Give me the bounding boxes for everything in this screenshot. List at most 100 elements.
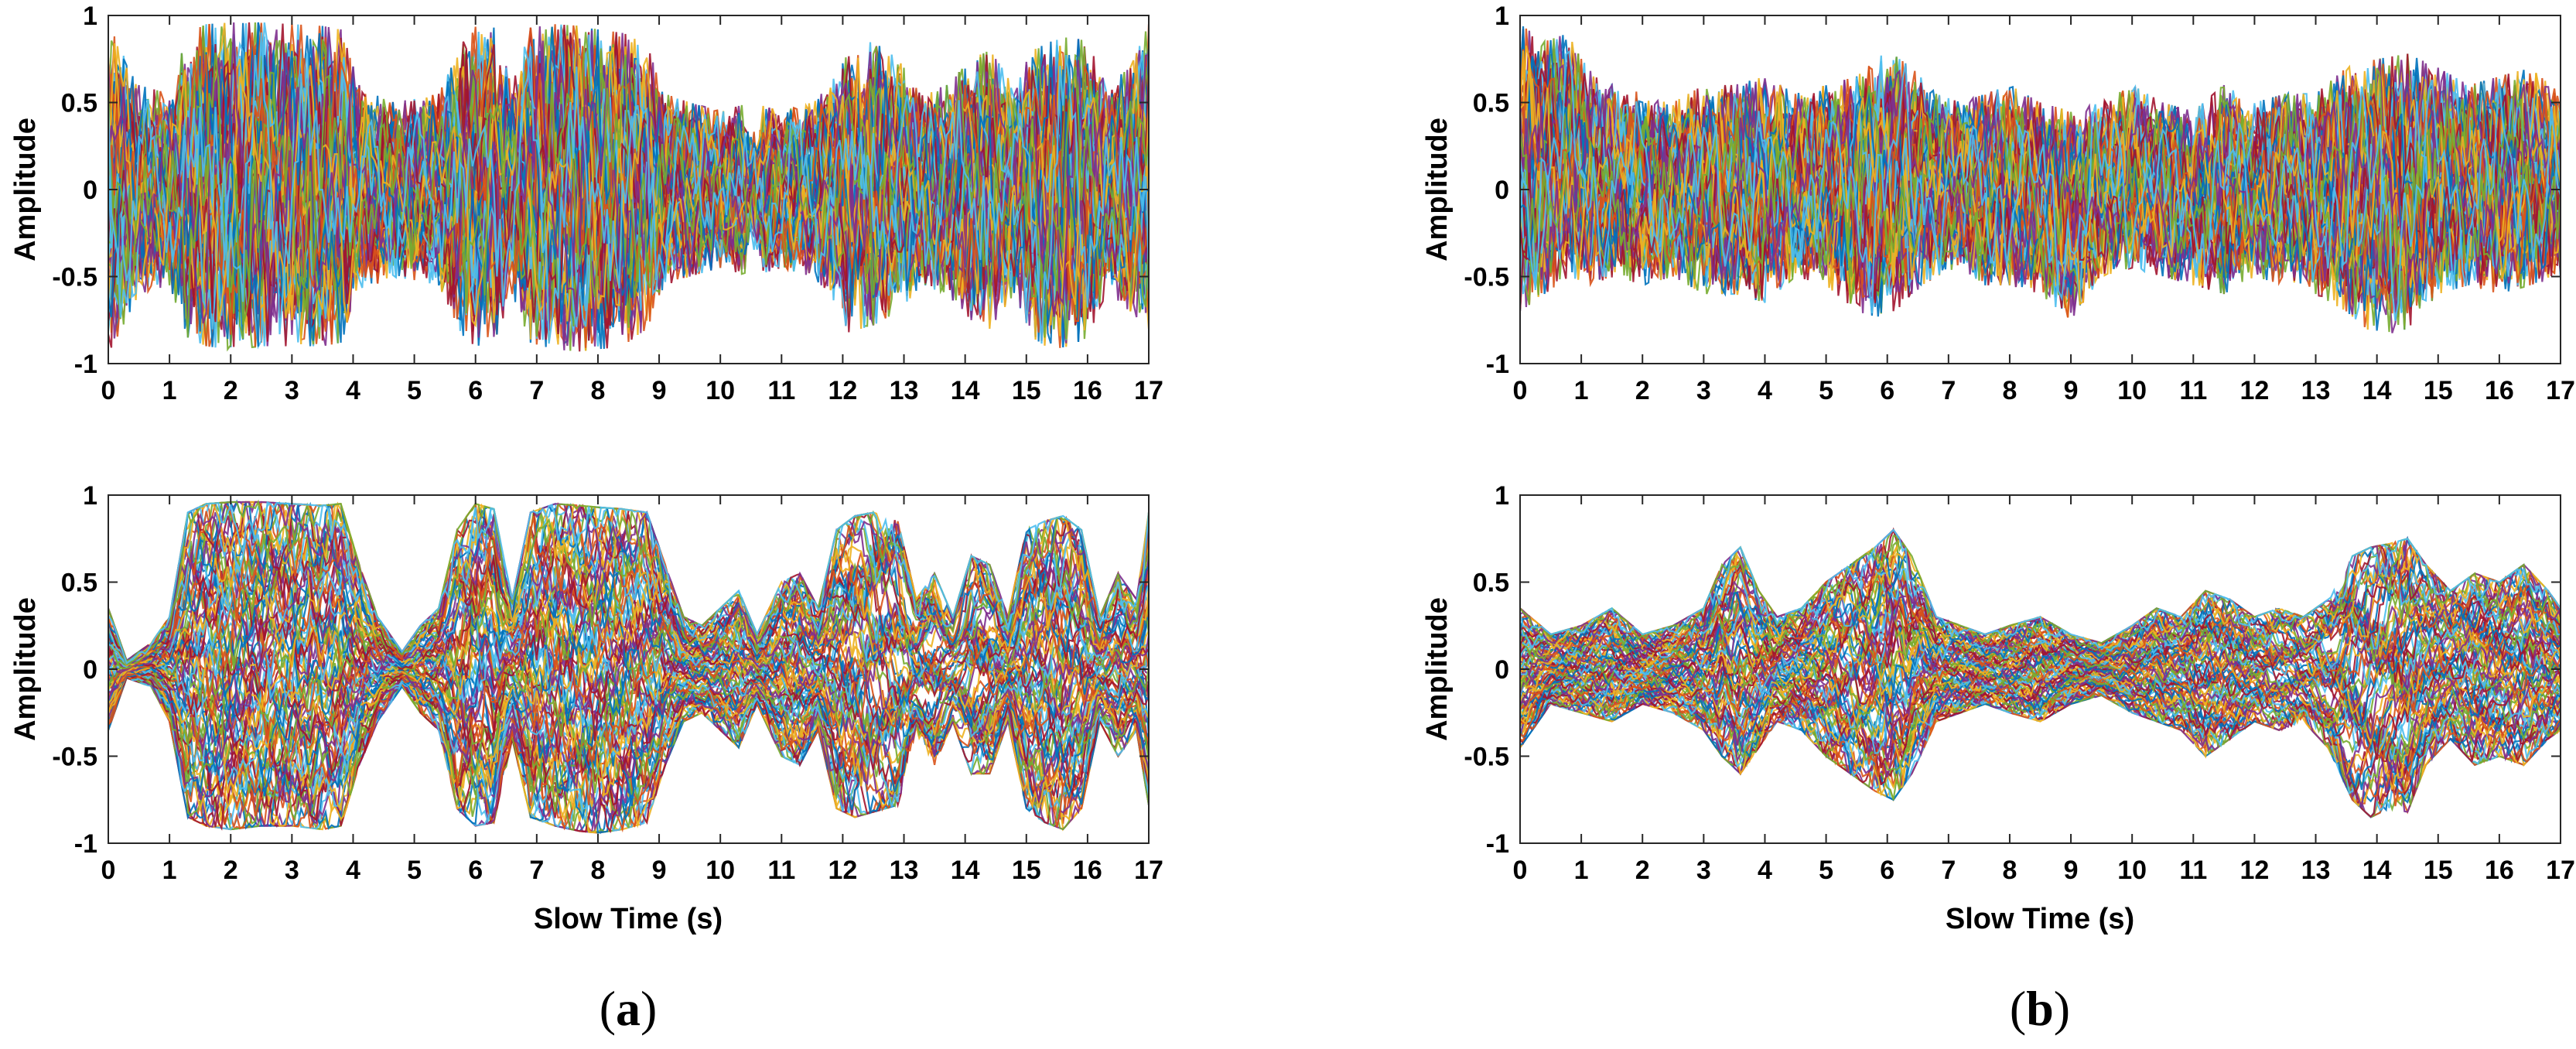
trace-group <box>1520 26 2561 333</box>
signal-traces <box>108 499 1149 835</box>
x-tick-label: 10 <box>705 856 735 885</box>
y-tick-label: -1 <box>74 829 97 859</box>
x-tick-label: 8 <box>590 376 605 405</box>
y-tick-label: 0.5 <box>1473 89 1509 118</box>
y-axis-label: Amplitude <box>9 118 42 261</box>
x-tick-label: 6 <box>1880 376 1894 405</box>
signal-trace <box>108 22 1149 330</box>
x-tick-label: 6 <box>468 376 483 405</box>
x-tick-label: 1 <box>162 856 177 885</box>
x-tick-label: 15 <box>2424 856 2453 885</box>
x-tick-label: 1 <box>1574 856 1589 885</box>
signal-trace <box>108 524 1149 666</box>
x-tick-label: 3 <box>1696 856 1711 885</box>
x-tick-label: 12 <box>2239 376 2269 405</box>
x-tick-label: 7 <box>1941 856 1956 885</box>
x-tick-label: 16 <box>2485 376 2514 405</box>
x-tick-label: 12 <box>828 856 857 885</box>
y-tick-label: 0.5 <box>61 569 97 598</box>
x-tick-label: 9 <box>652 856 667 885</box>
signal-trace <box>1520 77 2561 299</box>
y-tick-label: 1 <box>83 2 97 31</box>
y-tick-label: 0 <box>1495 176 1509 205</box>
x-tick-label: 17 <box>2546 376 2575 405</box>
x-tick-label: 4 <box>1758 856 1772 885</box>
x-tick-label: 17 <box>2546 856 2575 885</box>
x-tick-label: 5 <box>407 376 422 405</box>
x-tick-label: 5 <box>407 856 422 885</box>
x-tick-label: 0 <box>101 376 116 405</box>
x-tick-label: 8 <box>2002 856 2017 885</box>
x-tick-label: 0 <box>1513 856 1528 885</box>
x-tick-label: 3 <box>1696 376 1711 405</box>
signal-trace <box>1520 544 2561 652</box>
x-tick-label: 6 <box>468 856 483 885</box>
y-tick-label: 0 <box>1495 655 1509 685</box>
signal-trace <box>1520 45 2561 306</box>
x-tick-label: 15 <box>2424 376 2453 405</box>
trace-group <box>108 22 1149 352</box>
y-tick-label: -0.5 <box>1464 263 1509 292</box>
x-tick-label: 12 <box>828 376 857 405</box>
signal-trace <box>1520 688 2561 819</box>
axes: 0 1 2 3 4 5 6 7 8 9 10 11 12 13 14 15 16 17-1-0.500.51 <box>52 481 1163 885</box>
y-axis-label: Amplitude <box>1421 118 1454 261</box>
signal-traces <box>1520 527 2561 819</box>
x-tick-label: 7 <box>529 376 544 405</box>
signal-trace <box>1520 53 2561 330</box>
signal-trace <box>1520 70 2561 299</box>
x-tick-label: 3 <box>285 856 299 885</box>
signal-trace <box>108 52 1149 340</box>
x-tick-label: 0 <box>101 856 116 885</box>
signal-trace <box>1520 584 2561 667</box>
signal-trace <box>108 669 1149 790</box>
x-tick-label: 15 <box>1012 376 1041 405</box>
x-tick-label: 2 <box>224 856 238 885</box>
x-tick-label: 2 <box>224 376 238 405</box>
y-tick-label: 1 <box>83 481 97 511</box>
panel-a-top: 0 1 2 3 4 5 6 7 8 9 10 11 12 13 14 15 16 17-1-0.500.51 Am… <box>9 2 1163 405</box>
trace-group <box>108 499 1149 835</box>
signal-trace <box>1520 659 2561 749</box>
axes: 0 1 2 3 4 5 6 7 8 9 10 11 12 13 14 15 16 17-1-0.500.51 <box>1464 481 2575 885</box>
signal-trace <box>1520 535 2561 648</box>
trace-group <box>1520 527 2561 819</box>
x-tick-label: 8 <box>590 856 605 885</box>
signal-trace <box>108 26 1149 328</box>
y-axis-label: Amplitude <box>1421 597 1454 741</box>
x-tick-label: 14 <box>951 856 980 885</box>
x-tick-label: 9 <box>2064 376 2079 405</box>
x-axis-label: Slow Time (s) <box>534 903 723 935</box>
x-tick-label: 12 <box>2239 856 2269 885</box>
y-tick-label: -0.5 <box>52 743 97 772</box>
signal-trace <box>1520 39 2561 297</box>
x-axis-label: Slow Time (s) <box>1946 903 2134 935</box>
panel-b-bottom: 0 1 2 3 4 5 6 7 8 9 10 11 12 13 14 15 16 17-1-0.500.51 Am… <box>1421 481 2575 935</box>
x-tick-label: 9 <box>652 376 667 405</box>
x-tick-label: 5 <box>1819 376 1833 405</box>
signal-trace <box>108 501 1149 665</box>
y-axis-label: Amplitude <box>9 597 42 741</box>
panel-a-bottom: 0 1 2 3 4 5 6 7 8 9 10 11 12 13 14 15 16 17-1-0.500.51 Am… <box>9 481 1163 935</box>
x-tick-label: 16 <box>1073 856 1102 885</box>
x-tick-label: 15 <box>1012 856 1041 885</box>
x-tick-label: 8 <box>2002 376 2017 405</box>
x-tick-label: 11 <box>2179 856 2207 885</box>
axes: 0 1 2 3 4 5 6 7 8 9 10 11 12 13 14 15 16 17-1-0.500.51 <box>52 2 1163 405</box>
x-tick-label: 10 <box>2117 856 2147 885</box>
signal-trace <box>1520 59 2561 321</box>
y-tick-label: 0.5 <box>61 89 97 118</box>
x-tick-label: 16 <box>2485 856 2514 885</box>
x-tick-label: 17 <box>1134 856 1163 885</box>
x-tick-label: 11 <box>767 856 795 885</box>
x-tick-label: 11 <box>767 376 795 405</box>
y-tick-label: -0.5 <box>52 263 97 292</box>
signal-trace <box>1520 528 2561 653</box>
x-tick-label: 14 <box>951 376 980 405</box>
x-tick-label: 7 <box>1941 376 1956 405</box>
x-tick-label: 4 <box>1758 376 1772 405</box>
x-tick-label: 4 <box>346 376 360 405</box>
signal-trace <box>1520 651 2561 760</box>
x-tick-label: 16 <box>1073 376 1102 405</box>
y-tick-label: 0.5 <box>1473 569 1509 598</box>
